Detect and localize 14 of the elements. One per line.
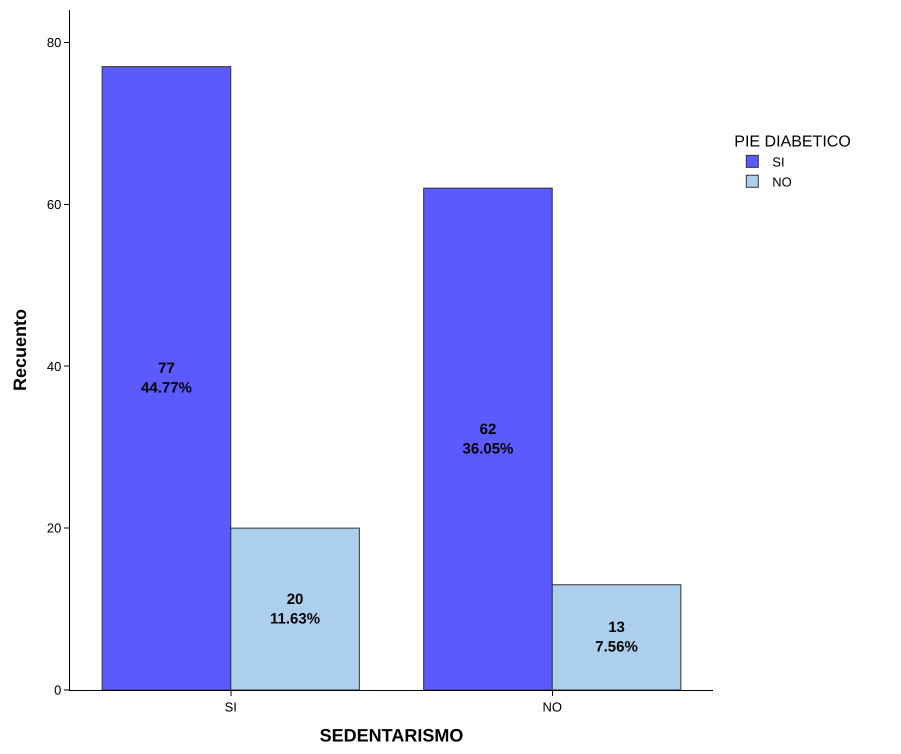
y-tick-label: 60 xyxy=(46,196,62,212)
x-axis-title: SEDENTARISMO xyxy=(320,726,464,746)
y-tick-label: 20 xyxy=(46,520,62,536)
y-tick-label: 40 xyxy=(46,358,62,374)
legend-title: PIE DIABETICO xyxy=(734,133,851,150)
y-tick-label: 0 xyxy=(54,682,62,698)
data-label: 77 44.77% xyxy=(141,360,192,397)
data-label: 20 11.63% xyxy=(270,590,320,628)
legend-label: SI xyxy=(772,154,785,170)
data-label: 62 36.05% xyxy=(462,420,514,458)
y-axis-title: Recuento xyxy=(10,308,30,392)
y-tick-label: 80 xyxy=(46,34,62,50)
data-label: 13 7.56% xyxy=(595,619,638,656)
legend-label: NO xyxy=(772,174,792,190)
